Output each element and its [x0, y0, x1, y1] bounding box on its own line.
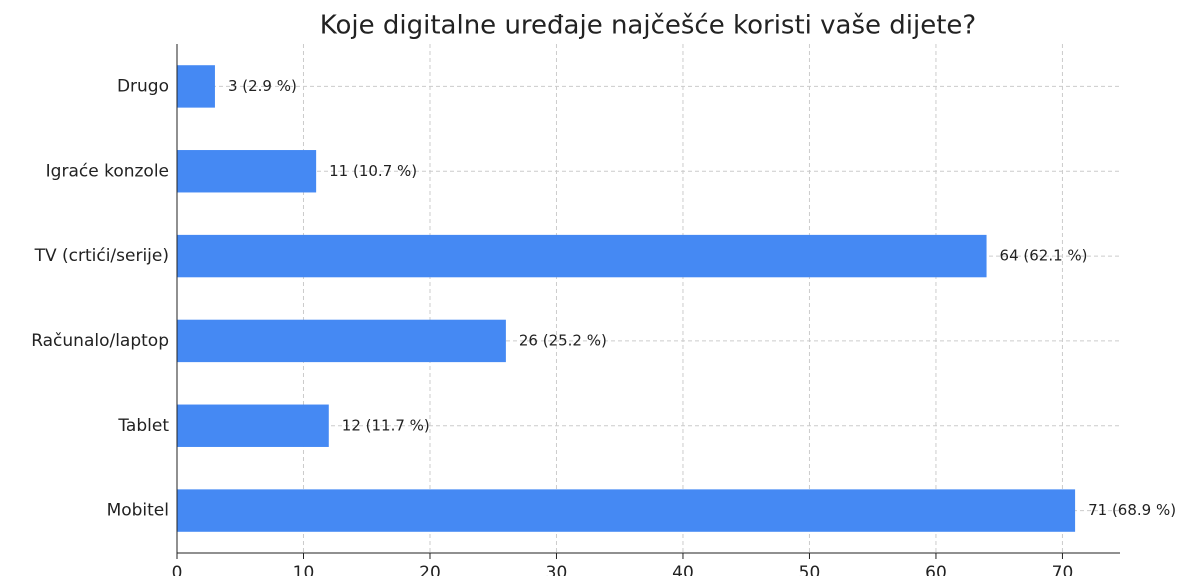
- bar: [177, 234, 987, 278]
- x-tick-label: 70: [1052, 563, 1074, 576]
- y-tick-label: Računalo/laptop: [31, 331, 169, 351]
- x-tick-label: 10: [293, 563, 315, 576]
- bar: [177, 489, 1076, 532]
- x-tick-label: 0: [172, 563, 183, 576]
- value-label: 71 (68.9 %): [1088, 501, 1176, 519]
- chart-title: Koje digitalne uređaje najčešće koristi …: [320, 11, 976, 41]
- x-tick-label: 40: [672, 563, 694, 576]
- y-tick-label: Tablet: [117, 416, 169, 436]
- bar: [177, 65, 215, 108]
- value-label: 64 (62.1 %): [1000, 247, 1088, 265]
- x-tick-label: 30: [546, 563, 568, 576]
- bar: [177, 150, 317, 193]
- y-tick-label: Igraće konzole: [46, 161, 169, 181]
- y-tick-label: TV (crtići/serije): [34, 246, 169, 266]
- value-label: 11 (10.7 %): [329, 162, 417, 180]
- value-label: 3 (2.9 %): [228, 77, 297, 95]
- y-tick-label: Mobitel: [107, 501, 169, 521]
- x-tick-label: 60: [925, 563, 947, 576]
- value-label: 26 (25.2 %): [519, 331, 607, 349]
- x-tick-label: 50: [799, 563, 821, 576]
- x-tick-label: 20: [419, 563, 441, 576]
- y-tick-label: Drugo: [117, 76, 169, 96]
- bar: [177, 404, 329, 447]
- value-label: 12 (11.7 %): [342, 416, 430, 434]
- bar: [177, 319, 506, 363]
